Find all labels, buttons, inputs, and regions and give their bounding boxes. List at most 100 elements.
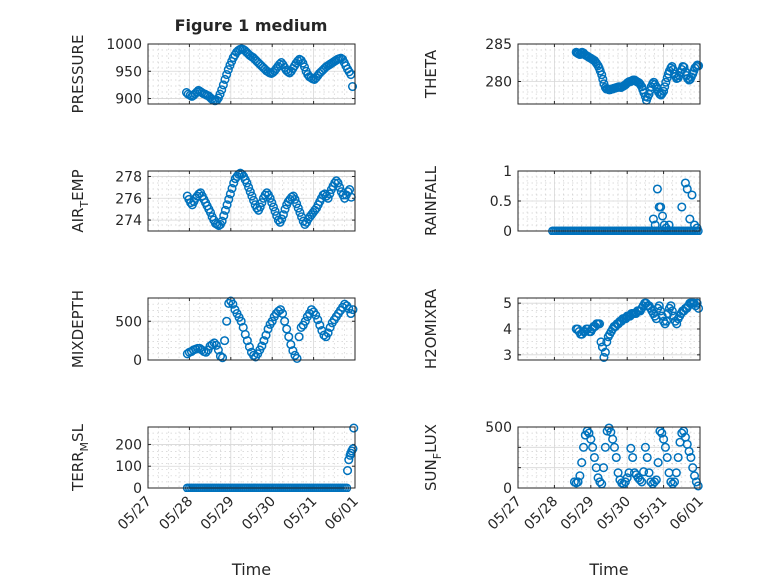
y-tick-label: 500 — [115, 314, 142, 330]
data-point — [247, 191, 257, 201]
data-point — [218, 80, 228, 90]
y-tick-label: 280 — [485, 75, 512, 91]
data-point — [222, 200, 232, 210]
data-point — [220, 205, 230, 215]
data-point — [608, 434, 618, 444]
data-point — [589, 452, 599, 463]
data-point — [344, 304, 354, 314]
data-point — [667, 306, 677, 316]
data-point — [648, 214, 658, 224]
y-label-subscript: F — [431, 453, 444, 459]
data-point — [640, 442, 650, 452]
data-point — [213, 345, 223, 355]
data-point — [270, 206, 280, 216]
data-point — [598, 463, 609, 473]
data-point — [220, 336, 230, 346]
subplot-2: 280 285 THETA — [422, 37, 704, 105]
data-point — [682, 184, 692, 194]
data-point — [325, 189, 335, 199]
data-point — [215, 89, 225, 99]
data-point — [586, 434, 596, 444]
data-point — [249, 350, 259, 360]
data-point — [300, 316, 310, 326]
y-label-subscript: T — [78, 201, 91, 209]
data-point — [311, 310, 321, 320]
data-point — [611, 452, 621, 463]
data-point — [609, 442, 620, 452]
data-point — [220, 74, 230, 85]
data-point — [217, 353, 228, 363]
y-axis-label: TERRMSL — [69, 423, 91, 492]
data-point — [292, 199, 302, 209]
y-axis-label: SUNFLUX — [422, 424, 444, 491]
data-point — [686, 452, 696, 463]
data-point — [222, 316, 232, 326]
data-point — [242, 336, 252, 346]
subplot-5: 0 500 MIXDEPTH — [69, 290, 358, 369]
data-point — [666, 301, 676, 311]
data-point — [265, 193, 275, 203]
series-markers — [571, 298, 704, 362]
data-point — [224, 298, 234, 308]
axes-frame — [517, 170, 701, 232]
data-point — [656, 202, 666, 212]
data-point — [657, 211, 668, 221]
data-point — [323, 328, 333, 338]
axes-frame — [517, 297, 701, 361]
data-point — [664, 220, 674, 230]
data-point — [342, 466, 353, 476]
data-point — [255, 202, 265, 212]
data-point — [209, 338, 219, 348]
data-point — [295, 207, 305, 218]
data-point — [660, 82, 670, 92]
y-tick-label: 3 — [503, 348, 512, 364]
series-markers — [569, 423, 703, 491]
y-tick-label: 950 — [115, 64, 142, 80]
data-point — [673, 452, 683, 463]
data-point — [335, 182, 345, 192]
y-tick-label: 0 — [133, 353, 142, 369]
data-point — [348, 305, 358, 315]
y-tick-label: 276 — [115, 191, 142, 207]
data-point — [637, 477, 647, 487]
axes-frame — [147, 43, 356, 105]
data-point — [245, 187, 255, 197]
y-tick-label: 100 — [115, 459, 142, 475]
y-tick-label: 274 — [115, 213, 142, 229]
data-point — [596, 337, 606, 347]
y-axis-label: RAINFALL — [422, 165, 440, 236]
data-point — [622, 473, 632, 483]
data-point — [293, 203, 303, 213]
data-point — [348, 444, 358, 454]
data-point — [644, 468, 654, 478]
subplot-3: 274 276 278 AIRTEMP — [69, 168, 356, 233]
data-point — [244, 342, 254, 352]
data-point — [677, 202, 687, 212]
data-point — [294, 332, 304, 342]
y-tick-label: 4 — [503, 322, 512, 338]
data-point — [688, 463, 698, 473]
data-point — [225, 189, 235, 199]
data-point — [333, 178, 343, 188]
y-axis-label: MIXDEPTH — [69, 290, 87, 368]
subplot-1: 900 950 1000 PRESSURE — [69, 35, 358, 114]
data-point — [657, 428, 667, 438]
data-point — [639, 467, 649, 477]
data-point — [217, 85, 227, 95]
data-point — [219, 211, 229, 221]
data-point — [267, 316, 277, 326]
y-label-part: AIR — [69, 208, 87, 233]
data-point — [228, 299, 238, 309]
data-point — [573, 477, 583, 487]
data-point — [692, 298, 702, 308]
data-point — [685, 214, 695, 224]
data-point — [597, 70, 607, 80]
data-point — [649, 477, 660, 487]
y-axis-label: PRESSURE — [69, 35, 87, 114]
data-point — [646, 477, 656, 487]
y-tick-label: 0 — [133, 481, 142, 497]
data-point — [594, 319, 605, 329]
series-markers — [182, 168, 356, 231]
data-point — [599, 352, 609, 362]
